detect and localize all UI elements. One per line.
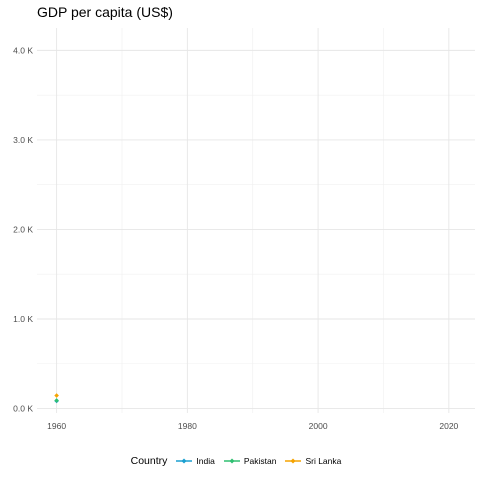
x-tick-label: 2020 — [439, 421, 458, 431]
y-tick-label: 3.0 K — [13, 135, 33, 145]
y-tick-label: 2.0 K — [13, 224, 33, 234]
legend-item-pakistan: Pakistan — [223, 456, 277, 466]
minor-gridlines — [37, 28, 475, 413]
y-tick-label: 1.0 K — [13, 314, 33, 324]
x-tick-label: 1960 — [47, 421, 66, 431]
y-tick-label: 0.0 K — [13, 404, 33, 414]
legend-key-india — [176, 458, 193, 464]
legend-title: Country — [130, 455, 168, 467]
legend-label: India — [196, 456, 215, 466]
legend-item-sri-lanka: Sri Lanka — [284, 456, 341, 466]
y-tick-label: 4.0 K — [13, 45, 33, 55]
legend-key-sri-lanka — [285, 458, 302, 464]
legend-label: Pakistan — [243, 456, 277, 466]
data-point-sri-lanka — [54, 393, 59, 398]
legend-label: Sri Lanka — [305, 456, 342, 466]
x-axis-tick-labels: 1960 1980 2000 2020 — [47, 421, 458, 431]
y-axis-tick-labels: 0.0 K 1.0 K 2.0 K 3.0 K 4.0 K — [13, 45, 33, 413]
chart-title: GDP per capita (US$) — [37, 4, 173, 20]
x-tick-label: 1980 — [178, 421, 197, 431]
major-gridlines — [37, 28, 475, 413]
legend-key-pakistan — [223, 458, 240, 464]
x-tick-label: 2000 — [309, 421, 328, 431]
data-point-pakistan — [54, 398, 59, 403]
data-points — [54, 393, 59, 404]
legend: Country India Pakistan Sri Lanka — [0, 455, 480, 467]
legend-item-india: India — [175, 456, 215, 466]
